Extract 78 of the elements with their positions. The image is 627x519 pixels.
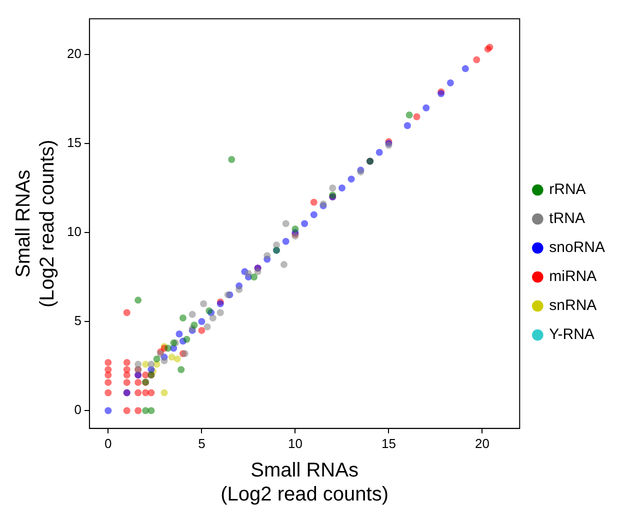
x-tick-label: 20 <box>475 436 490 451</box>
legend-label: snoRNA <box>549 239 606 256</box>
point <box>404 122 411 130</box>
point <box>348 176 355 183</box>
point <box>376 148 383 156</box>
point <box>250 274 258 281</box>
point <box>134 389 142 396</box>
legend-label: rRNA <box>549 181 586 198</box>
point <box>104 389 112 396</box>
point <box>254 268 262 276</box>
point <box>292 225 299 232</box>
point <box>301 220 308 228</box>
point <box>280 261 288 268</box>
point <box>310 211 318 218</box>
point <box>174 355 181 362</box>
point <box>123 309 130 316</box>
point <box>310 198 318 206</box>
point <box>148 360 155 368</box>
y-tick-label: 0 <box>74 402 82 418</box>
y-tick-label: 10 <box>66 224 82 240</box>
point <box>236 286 243 293</box>
point <box>179 314 186 322</box>
point <box>228 156 236 163</box>
point <box>200 300 208 308</box>
legend-label: tRNA <box>549 210 585 228</box>
x-tick-label: 5 <box>198 436 206 451</box>
point <box>406 111 413 118</box>
point <box>338 184 346 192</box>
x-axis-title: Small RNAs (Log2 read counts) <box>220 460 388 506</box>
point <box>446 79 454 86</box>
point <box>123 407 130 414</box>
point <box>160 357 168 364</box>
point <box>164 344 172 352</box>
point <box>134 296 142 304</box>
point <box>160 389 168 396</box>
point <box>153 355 160 362</box>
point <box>329 184 336 192</box>
point <box>142 407 150 414</box>
point <box>244 270 252 277</box>
point <box>123 359 130 366</box>
point <box>462 65 469 72</box>
point <box>209 314 216 322</box>
point <box>148 407 155 414</box>
legend-label: Y-RNA <box>549 326 594 344</box>
legend-label: snRNA <box>549 297 597 314</box>
point <box>178 366 185 374</box>
point <box>198 318 206 326</box>
y-tick-label: 15 <box>66 135 82 150</box>
legend-label: miRNA <box>549 268 597 286</box>
y-tick-label: 20 <box>66 46 82 61</box>
point <box>123 371 130 378</box>
point <box>190 322 198 329</box>
y-tick-label: 5 <box>74 313 82 328</box>
point <box>183 336 190 343</box>
point <box>422 104 430 112</box>
point <box>282 220 290 228</box>
point <box>264 252 271 260</box>
point <box>198 326 206 334</box>
point <box>176 330 183 338</box>
point <box>134 378 142 386</box>
point <box>104 407 112 414</box>
point <box>123 378 130 386</box>
point <box>104 371 112 378</box>
point <box>188 310 196 318</box>
point <box>168 354 176 361</box>
x-tick-label: 15 <box>381 436 396 451</box>
point <box>216 309 224 316</box>
point <box>148 389 155 396</box>
point <box>204 323 211 330</box>
point <box>413 113 420 120</box>
x-tick-label: 10 <box>288 436 302 451</box>
point <box>104 359 112 366</box>
y-axis-title: Small RNAs (Log2 read counts) <box>12 140 59 308</box>
x-tick-label: 0 <box>104 436 112 451</box>
point <box>104 378 112 386</box>
point <box>134 407 142 414</box>
point <box>473 56 480 64</box>
point <box>282 238 290 245</box>
